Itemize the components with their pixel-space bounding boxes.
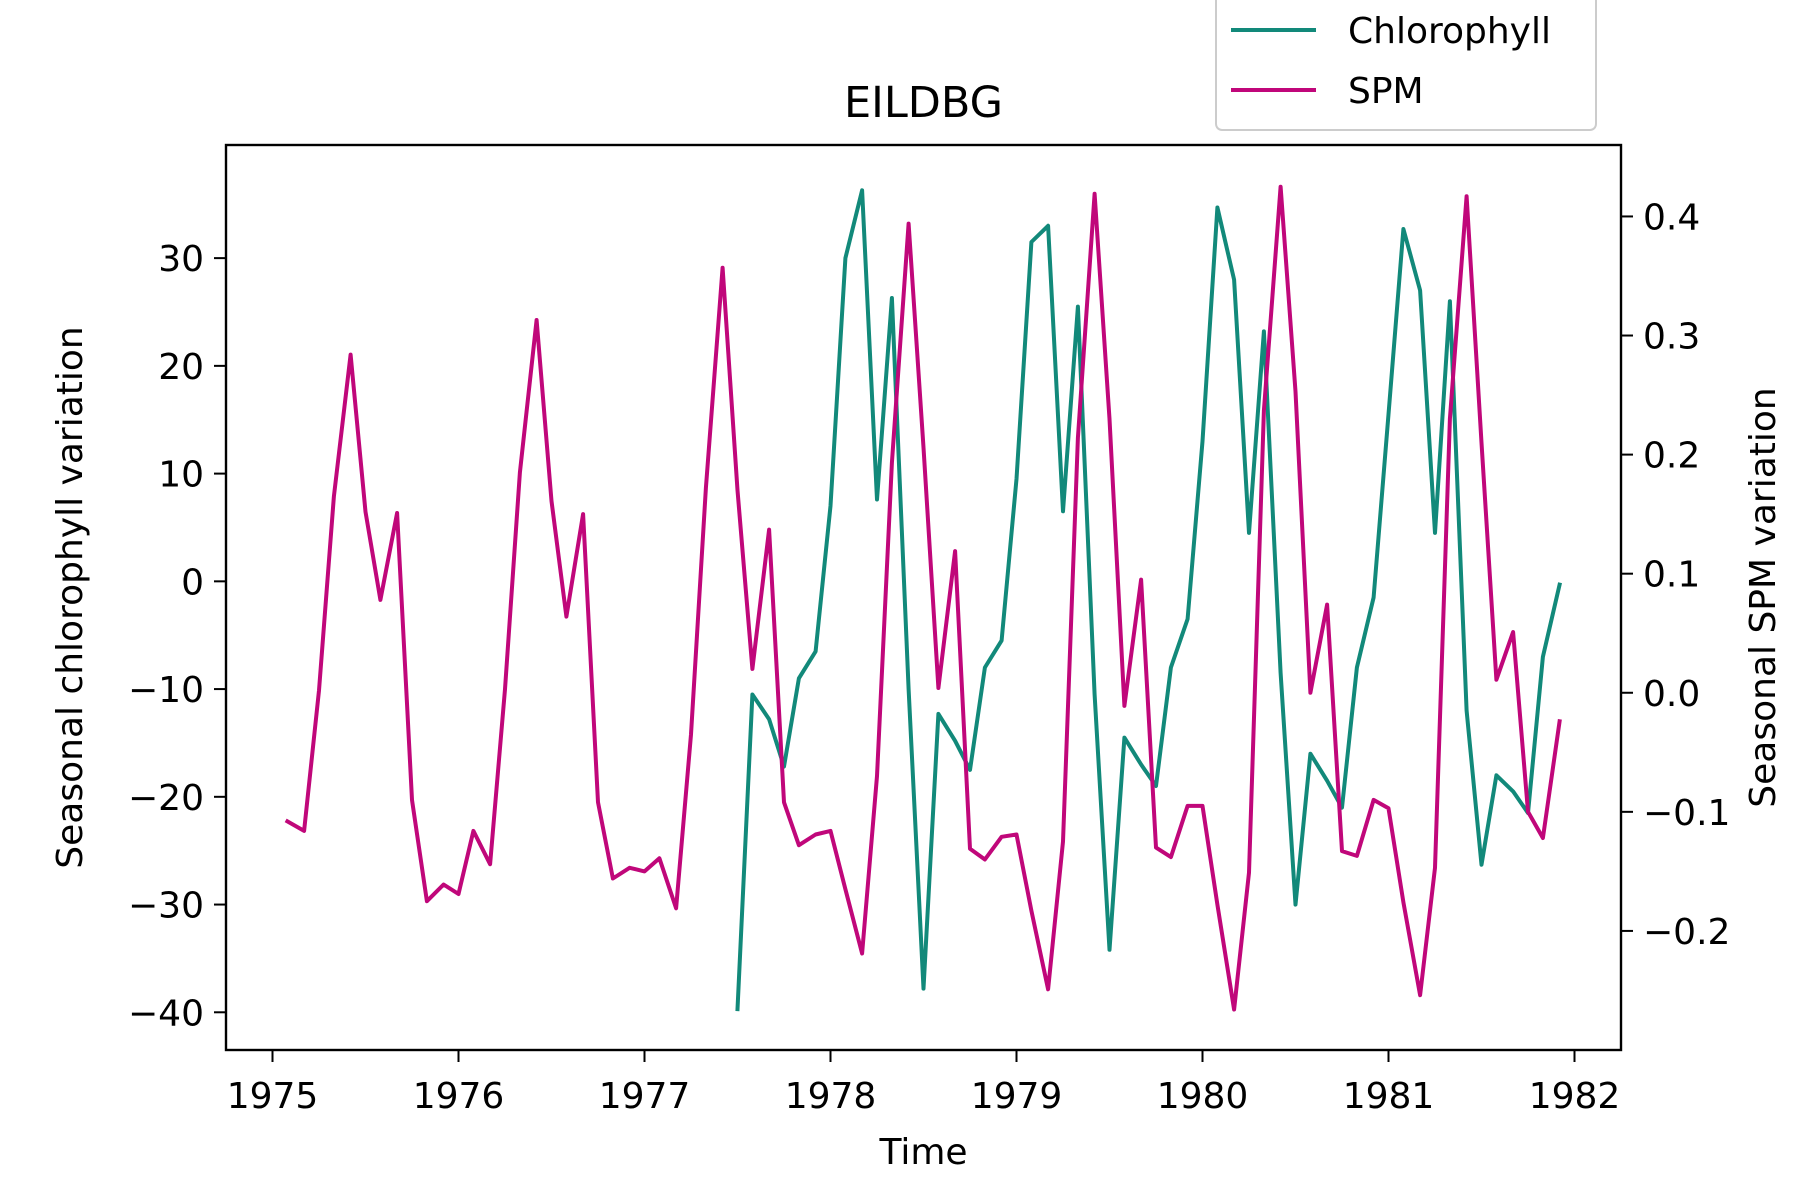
y-tick-label: 30 bbox=[158, 239, 204, 280]
x-tick-label: 1980 bbox=[1157, 1076, 1249, 1117]
series-line-chlorophyll bbox=[735, 188, 1562, 1012]
y-axis-left: −40 −30 −20 −10 0 10 20 30 bbox=[128, 239, 226, 1034]
x-axis: 1975 1976 1977 1978 1979 1980 1981 1982 bbox=[227, 1050, 1621, 1117]
legend-label-chlorophyll: Chlorophyll bbox=[1348, 11, 1551, 52]
legend-box bbox=[1215, 0, 1597, 131]
x-tick-label: 1978 bbox=[785, 1076, 877, 1117]
legend-label-spm: SPM bbox=[1348, 71, 1424, 112]
y-axis-right: −0.2 −0.1 0.0 0.1 0.2 0.3 0.4 bbox=[1621, 197, 1730, 953]
plot-frame bbox=[224, 143, 1623, 1052]
y2-tick-label: −0.2 bbox=[1643, 912, 1730, 953]
y2-tick-label: 0.3 bbox=[1643, 317, 1700, 358]
y-axis-right-title: Seasonal SPM variation bbox=[1743, 387, 1784, 807]
y-tick-label: −40 bbox=[128, 993, 204, 1034]
y-axis-left-title: Seasonal chlorophyll variation bbox=[50, 326, 91, 868]
y-tick-label: 10 bbox=[158, 455, 204, 496]
y2-tick-label: 0.1 bbox=[1643, 555, 1700, 596]
y2-tick-label: 0.0 bbox=[1643, 674, 1700, 715]
x-tick-label: 1976 bbox=[413, 1076, 505, 1117]
x-tick-label: 1981 bbox=[1343, 1076, 1435, 1117]
x-tick-label: 1982 bbox=[1529, 1076, 1621, 1117]
x-tick-label: 1975 bbox=[227, 1076, 319, 1117]
chart-title: EILDBG bbox=[844, 78, 1003, 128]
y2-tick-label: 0.2 bbox=[1643, 436, 1700, 477]
y-tick-label: −30 bbox=[128, 886, 204, 927]
x-tick-label: 1977 bbox=[599, 1076, 691, 1117]
y-tick-label: 20 bbox=[158, 347, 204, 388]
legend: Chlorophyll SPM bbox=[1215, 0, 1597, 131]
y-tick-label: −20 bbox=[128, 778, 204, 819]
y2-tick-label: −0.1 bbox=[1643, 793, 1730, 834]
series-line-spm bbox=[284, 184, 1562, 1012]
series-layer bbox=[284, 184, 1562, 1012]
x-axis-title: Time bbox=[878, 1132, 967, 1173]
y-tick-label: 0 bbox=[181, 562, 204, 603]
x-tick-label: 1979 bbox=[971, 1076, 1063, 1117]
y-tick-label: −10 bbox=[128, 670, 204, 711]
y2-tick-label: 0.4 bbox=[1643, 197, 1700, 238]
